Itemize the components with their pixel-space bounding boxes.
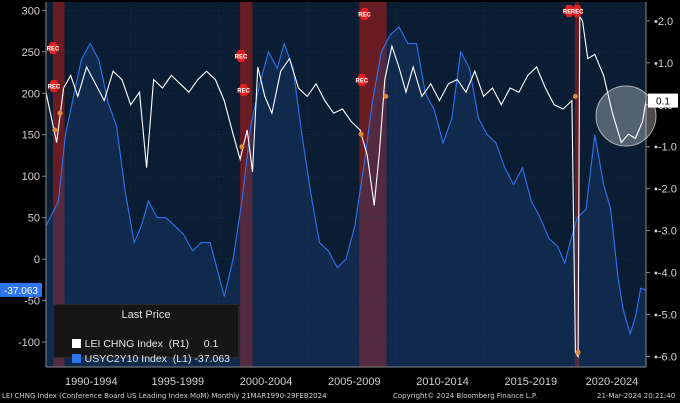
rec-marker-label: REC (571, 10, 584, 16)
legend-swatch-lei (71, 339, 81, 348)
left-tick-label: 250 (22, 47, 40, 59)
recession-band (53, 2, 65, 367)
series-line-lei-chng (45, 14, 647, 359)
yield-curve-area (46, 26, 646, 368)
right-tick-label: •-3.0 (654, 226, 677, 238)
rec-marker (355, 74, 368, 86)
x-tick-label: 1995-1999 (152, 376, 205, 388)
legend-title: Last Price (121, 309, 171, 321)
legend-row-lei: LEI CHNG Index (R1) 0.1 (60, 326, 218, 362)
left-tick-label: 50 (28, 213, 40, 225)
rec-marker (237, 84, 250, 96)
right-tick-label: •-1.0 (654, 142, 677, 154)
series-line-usyc2y10 (45, 26, 647, 336)
series-layer (45, 14, 647, 368)
rec-marker (571, 5, 584, 17)
right-tick-label: •1.0 (654, 58, 673, 70)
left-tick-label: 200 (22, 88, 40, 100)
right-tick-label: •-5.0 (654, 310, 677, 322)
recession-dot (57, 110, 63, 116)
highlight-circle (595, 85, 657, 147)
left-tick-label: -50 (24, 296, 40, 308)
legend-swatch-yc (71, 354, 81, 363)
recession-dot (572, 93, 578, 99)
legend-row-yc: USYC2Y10 Index (L1) -37.063 (60, 341, 230, 377)
rec-marker (563, 5, 576, 17)
recession-dot (239, 144, 245, 150)
x-tick-label: 2000-2004 (240, 376, 293, 388)
legend-box: Last Price LEI CHNG Index (R1) 0.1 USYC2… (53, 304, 239, 365)
axes: 300250200150100500-50-100•2.0•1.0•0.0•-1… (18, 2, 677, 388)
last-price-tag-left (0, 282, 42, 297)
footer-copyright: Copyright© 2024 Bloomberg Finance L.P. (393, 392, 538, 400)
recession-dot (52, 127, 58, 133)
rec-marker (358, 8, 371, 20)
recession-dot (383, 93, 389, 99)
recession-band (574, 2, 580, 367)
left-tick-label: 150 (22, 130, 40, 142)
x-tick-label: 1990-1994 (65, 376, 118, 388)
x-tick-label: 2015-2019 (504, 376, 557, 388)
rec-marker-label: REC (563, 10, 576, 16)
rec-marker-label: REC (235, 55, 248, 61)
left-tick-label: 100 (22, 171, 40, 183)
right-tick-label: •-4.0 (654, 268, 677, 280)
rec-marker-label: REC (237, 89, 250, 95)
x-tick-label: 2010-2014 (416, 376, 469, 388)
left-tick-label: 300 (22, 5, 40, 17)
last-price-label-right: 0.1 (656, 97, 670, 108)
right-tick-label: •2.0 (654, 16, 673, 28)
rec-marker-label: REC (358, 13, 371, 19)
recession-dot (358, 131, 364, 137)
footer-timestamp: 21-Mar-2024 20:21:40 (597, 392, 676, 400)
recession-dot (575, 349, 581, 355)
rec-marker (47, 80, 60, 92)
legend-label-lei: LEI CHNG Index (R1) 0.1 (84, 338, 219, 350)
rec-marker (47, 42, 60, 54)
x-tick-label: 2005-2009 (328, 376, 381, 388)
left-tick-label: -100 (18, 337, 40, 349)
last-price-tag-right (648, 93, 678, 108)
rec-marker-label: REC (47, 47, 60, 53)
last-price-label-left: -37.063 (4, 286, 38, 297)
rec-marker-label: REC (356, 79, 369, 85)
right-tick-label: •-6.0 (654, 352, 677, 364)
footer-source: LEI CHNG Index (Conference Board US Lead… (2, 392, 327, 400)
recession-band (359, 2, 387, 367)
legend-label-yc: USYC2Y10 Index (L1) -37.063 (84, 353, 231, 365)
x-tick-label: 2020-2024 (586, 376, 639, 388)
right-tick-label: •-2.0 (654, 184, 677, 196)
left-tick-label: 0 (34, 254, 40, 266)
rec-marker (235, 50, 247, 62)
rec-marker-label: REC (48, 85, 61, 91)
footer-bar: LEI CHNG Index (Conference Board US Lead… (0, 391, 680, 403)
